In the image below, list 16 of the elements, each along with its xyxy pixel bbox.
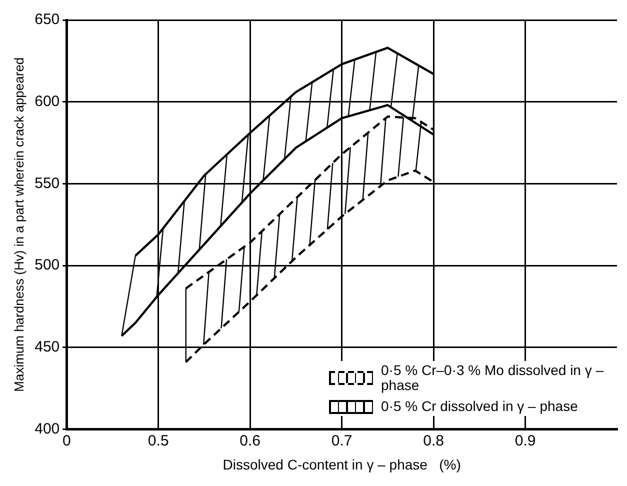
x-tick-label: 0.5 — [148, 432, 169, 450]
x-tick-label: 0.6 — [240, 432, 261, 450]
x-tick-label: 0.8 — [423, 432, 444, 450]
y-tick-label: 400 — [34, 420, 60, 438]
legend-label: 0·5 % Cr–0·3 % Mo dissolved in γ – phase — [381, 362, 605, 393]
y-tick-label: 550 — [34, 174, 60, 192]
y-tick-label: 450 — [34, 338, 60, 356]
x-tick-label: 0.7 — [331, 432, 352, 450]
x-axis-title: Dissolved C-content in γ – phase (%) — [222, 456, 461, 472]
x-tick-label: 0 — [62, 432, 71, 450]
y-axis-title: Maximum hardness (Hv) in a part wherein crack appeared — [11, 57, 26, 392]
x-tick-label: 0.9 — [514, 432, 536, 450]
y-tick-label: 600 — [34, 92, 60, 110]
y-tick-label: 500 — [34, 256, 60, 274]
y-tick-label: 650 — [34, 11, 60, 28]
legend-label: 0·5 % Cr dissolved in γ – phase — [381, 398, 578, 414]
